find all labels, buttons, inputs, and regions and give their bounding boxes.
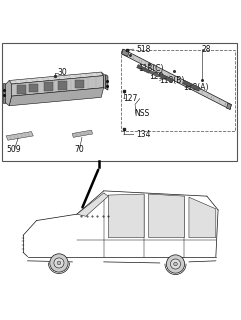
Polygon shape xyxy=(227,103,231,109)
Text: 134: 134 xyxy=(136,130,151,139)
Polygon shape xyxy=(149,70,159,77)
Text: 30: 30 xyxy=(58,68,67,77)
Polygon shape xyxy=(3,84,5,103)
Polygon shape xyxy=(5,80,12,106)
Polygon shape xyxy=(9,88,104,106)
Polygon shape xyxy=(149,194,184,237)
Polygon shape xyxy=(137,65,150,73)
Polygon shape xyxy=(12,76,104,96)
Polygon shape xyxy=(58,81,67,90)
Circle shape xyxy=(166,255,185,273)
Polygon shape xyxy=(44,83,53,91)
Polygon shape xyxy=(183,80,200,91)
Text: 118(B): 118(B) xyxy=(159,76,184,85)
Text: 118(C): 118(C) xyxy=(139,64,164,73)
Circle shape xyxy=(54,258,64,268)
Bar xyxy=(120,50,235,131)
Circle shape xyxy=(57,261,61,265)
Circle shape xyxy=(50,254,68,272)
Text: 127: 127 xyxy=(123,94,137,103)
Polygon shape xyxy=(122,49,231,109)
Polygon shape xyxy=(108,194,144,237)
Polygon shape xyxy=(17,85,26,93)
Polygon shape xyxy=(6,132,33,140)
Text: 518: 518 xyxy=(136,45,151,54)
Text: 118(A): 118(A) xyxy=(183,83,209,92)
Polygon shape xyxy=(9,72,104,84)
Polygon shape xyxy=(77,193,108,216)
Text: 28: 28 xyxy=(201,45,211,54)
Text: NSS: NSS xyxy=(134,108,149,117)
Polygon shape xyxy=(122,49,129,56)
Polygon shape xyxy=(75,80,84,88)
Polygon shape xyxy=(72,130,93,137)
Polygon shape xyxy=(101,72,106,89)
Text: 509: 509 xyxy=(6,145,21,154)
Polygon shape xyxy=(189,197,216,237)
Bar xyxy=(2,43,237,161)
Text: 129: 129 xyxy=(149,72,164,81)
Circle shape xyxy=(170,259,181,269)
Text: 70: 70 xyxy=(75,145,84,154)
Polygon shape xyxy=(106,75,108,90)
Circle shape xyxy=(174,262,177,266)
Polygon shape xyxy=(29,84,38,92)
Polygon shape xyxy=(159,74,173,83)
